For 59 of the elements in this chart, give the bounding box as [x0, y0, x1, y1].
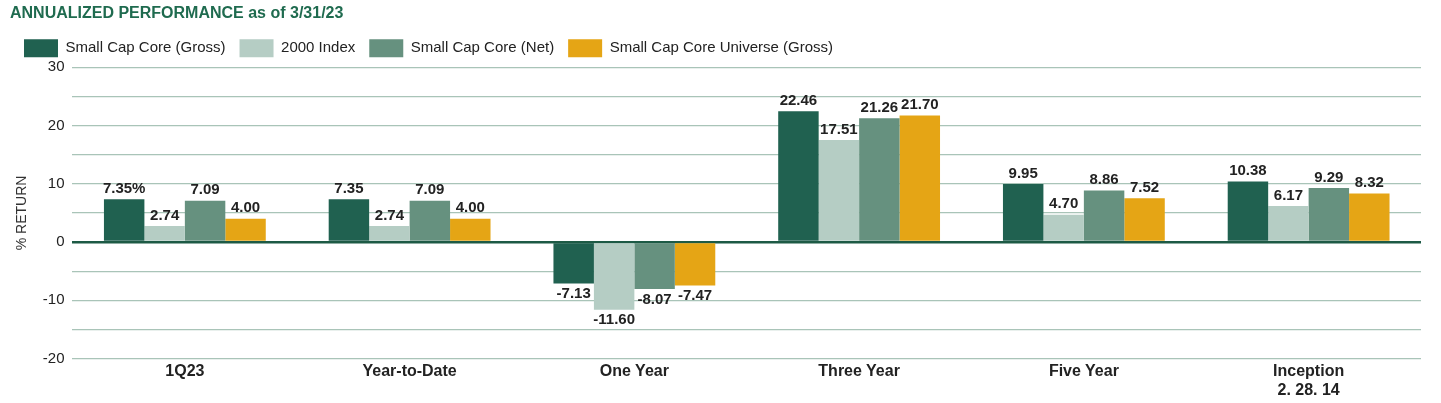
data-label: 21.26: [860, 97, 899, 115]
data-label: 4.00: [230, 198, 261, 216]
data-label: 9.95: [1008, 163, 1038, 181]
y-tick-label: -20: [42, 348, 65, 366]
data-label: 7.35%: [102, 178, 146, 196]
chart-title: ANNUALIZED PERFORMANCE as of 3/31/23: [10, 4, 344, 22]
legend-label: 2000 Index: [281, 38, 356, 56]
data-label: 2.74: [150, 205, 180, 223]
data-label: 10.38: [1229, 161, 1267, 179]
bar: [1043, 214, 1084, 241]
y-tick-label: -10: [42, 290, 65, 308]
x-tick-label: Three Year: [818, 361, 900, 379]
bar: [1268, 206, 1309, 241]
bar: [184, 200, 226, 241]
data-label: 8.86: [1089, 170, 1119, 188]
data-label: 7.35: [334, 178, 364, 196]
y-tick-label: 0: [56, 232, 65, 250]
bar: [634, 243, 675, 290]
bar: [899, 115, 941, 241]
y-tick-label: 10: [47, 173, 65, 191]
bar: [450, 218, 491, 241]
data-label: 22.46: [779, 90, 818, 108]
bar: [1308, 187, 1350, 241]
data-label: 2.74: [374, 205, 405, 223]
data-label: 4.70: [1049, 194, 1079, 212]
bar: [225, 218, 266, 241]
data-label: 9.29: [1314, 167, 1344, 185]
x-tick-label: Five Year: [1048, 361, 1119, 379]
bar: [859, 118, 900, 241]
y-axis-title: % RETURN: [13, 175, 30, 251]
data-label: -11.60: [593, 310, 635, 328]
bar: [1083, 190, 1125, 241]
data-label: 4.00: [455, 198, 485, 216]
y-tick-label: 30: [47, 57, 65, 75]
legend-label: Small Cap Core Universe (Gross): [609, 38, 834, 56]
data-label: 17.51: [820, 119, 858, 137]
data-label: 7.52: [1129, 177, 1160, 195]
data-label: 6.17: [1273, 185, 1303, 203]
bar: [674, 243, 716, 286]
data-label: 21.70: [901, 95, 939, 113]
bar: [1349, 193, 1390, 241]
x-tick-label: One Year: [599, 361, 669, 379]
data-label: -7.47: [677, 286, 713, 304]
data-label: 7.09: [190, 180, 220, 198]
legend-label: Small Cap Core (Net): [410, 38, 555, 56]
y-tick-label: 20: [47, 115, 65, 133]
bar: [818, 139, 860, 241]
legend-label: Small Cap Core (Gross): [65, 38, 226, 56]
bar: [369, 226, 410, 241]
x-tick-label: 1Q23: [165, 361, 205, 379]
data-label: 7.09: [415, 180, 445, 198]
data-label: 8.32: [1354, 173, 1384, 191]
x-tick-label: Year-to-Date: [362, 361, 457, 379]
bar: [1124, 198, 1165, 241]
x-tick-label: Inception 2. 28. 14: [1273, 361, 1345, 398]
bar: [409, 200, 451, 241]
data-label: -8.07: [637, 289, 672, 307]
data-label: -7.13: [556, 284, 591, 302]
bar: [144, 226, 185, 241]
